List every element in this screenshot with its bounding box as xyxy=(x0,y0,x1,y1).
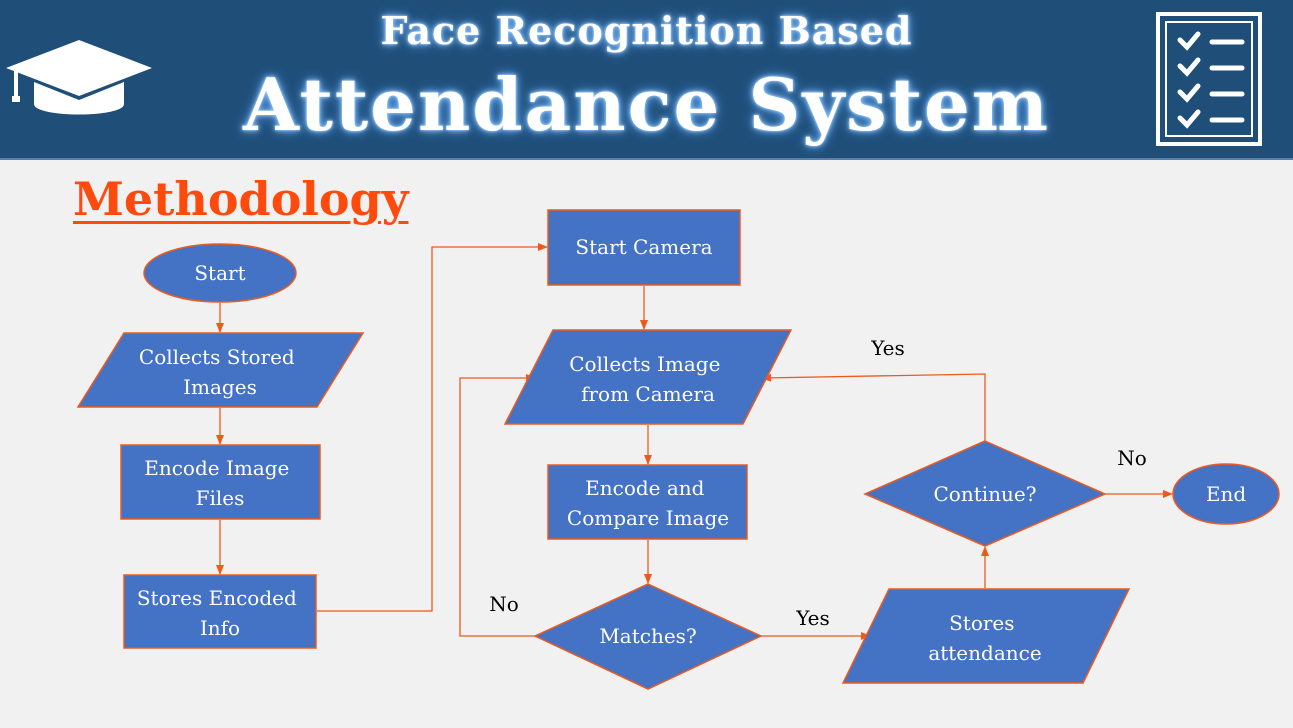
title-line-1: Face Recognition Based xyxy=(380,8,913,53)
node-end: End xyxy=(1172,463,1280,525)
graduation-cap-icon xyxy=(6,40,152,115)
node-store-attendance: Stores attendance xyxy=(841,588,1131,684)
node-collect-camera-text: Collects Image from Camera xyxy=(569,352,727,406)
title-line-2: Attendance System xyxy=(243,62,1050,147)
node-line: Encode and xyxy=(585,476,705,500)
node-collect-stored-text: Collects Stored Images xyxy=(139,345,301,399)
header-banner: Face Recognition Based Attendance System xyxy=(0,0,1293,160)
node-line: Compare Image xyxy=(567,506,729,530)
node-start-camera: Start Camera xyxy=(547,209,741,286)
node-line: Start xyxy=(194,261,245,285)
node-start: Start xyxy=(143,243,297,303)
node-end-text: End xyxy=(1206,482,1246,506)
node-line: Collects Image xyxy=(569,352,720,376)
node-line: attendance xyxy=(928,641,1041,665)
node-start-text: Start xyxy=(194,261,245,285)
edge-matches-no xyxy=(459,374,536,637)
node-collect-stored: Collects Stored Images xyxy=(76,332,365,408)
label-matches-no: No xyxy=(489,592,519,616)
node-line: Stores Encoded xyxy=(137,586,297,610)
edge-store-startcam xyxy=(317,243,548,612)
node-store-encoded: Stores Encoded Info xyxy=(123,574,317,649)
node-line: Images xyxy=(183,375,257,399)
node-line: Info xyxy=(200,616,240,640)
node-line: Matches? xyxy=(599,624,696,648)
node-store-encoded-text: Stores Encoded Info xyxy=(137,586,303,640)
node-line: from Camera xyxy=(581,382,715,406)
node-continue: Continue? xyxy=(863,440,1107,547)
label-continue-no: No xyxy=(1117,446,1147,470)
edge-continue-yes xyxy=(761,373,986,441)
node-encode-files-text: Encode Image Files xyxy=(144,456,296,510)
node-encode-compare: Encode and Compare Image xyxy=(547,464,748,540)
node-line: Stores xyxy=(949,611,1014,635)
node-matches: Matches? xyxy=(533,583,763,690)
node-encode-compare-text: Encode and Compare Image xyxy=(567,476,729,530)
node-line: Continue? xyxy=(934,482,1037,506)
checklist-icon xyxy=(1156,12,1262,146)
label-matches-yes: Yes xyxy=(795,606,830,630)
section-title: Methodology xyxy=(73,172,409,226)
node-line: Encode Image xyxy=(144,456,289,480)
node-line: End xyxy=(1206,482,1246,506)
node-start-camera-text: Start Camera xyxy=(575,235,712,259)
node-line: Collects Stored xyxy=(139,345,295,369)
edges xyxy=(216,243,1173,640)
node-collect-camera: Collects Image from Camera xyxy=(503,329,793,425)
node-continue-text: Continue? xyxy=(934,482,1037,506)
node-encode-files: Encode Image Files xyxy=(120,444,321,520)
label-continue-yes: Yes xyxy=(870,336,905,360)
node-line: Files xyxy=(196,486,245,510)
node-line: Start Camera xyxy=(575,235,712,259)
node-matches-text: Matches? xyxy=(599,624,696,648)
node-store-attendance-text: Stores attendance xyxy=(928,611,1041,665)
